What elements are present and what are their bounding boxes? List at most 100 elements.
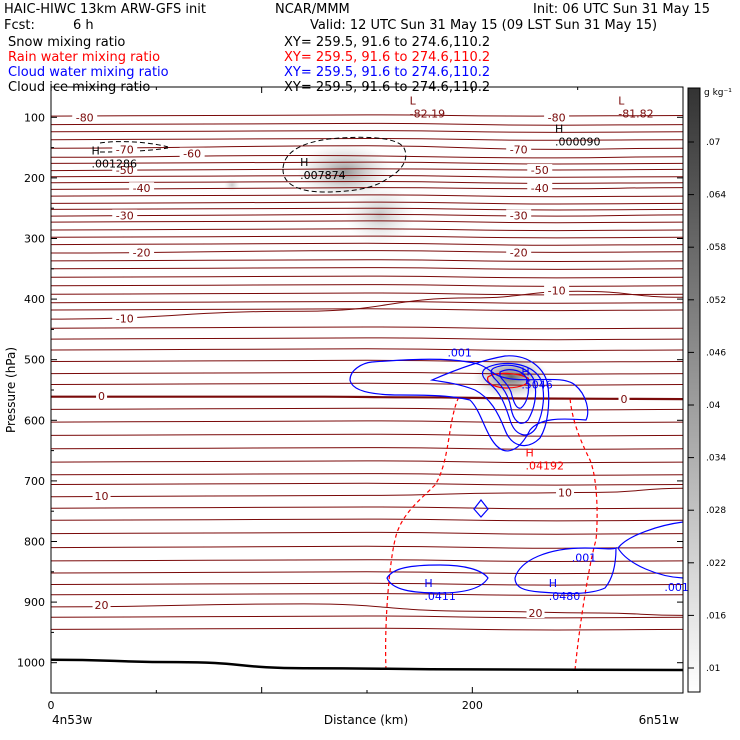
cloud-water-contour-label: .001 bbox=[664, 581, 689, 594]
cloud-water-extremum-value: .0411 bbox=[424, 590, 456, 603]
isotherm-line-labeled bbox=[51, 603, 683, 616]
isotherm-label-bg bbox=[544, 284, 570, 296]
isotherm-line bbox=[51, 571, 683, 575]
extremum-marker: H bbox=[555, 122, 563, 135]
cloud-water-extremum-marker: H bbox=[424, 577, 432, 590]
isotherm-label-bg bbox=[112, 164, 138, 176]
isotherm-line bbox=[51, 506, 683, 510]
cloud-water-contour-5 bbox=[499, 369, 530, 409]
cloud-water-contour-3 bbox=[481, 362, 545, 436]
colorbar-tick-label: .064 bbox=[706, 191, 726, 201]
snow-shading-upper bbox=[297, 144, 393, 200]
endpoint-left-label: 4n53w bbox=[52, 713, 93, 727]
isotherm-line bbox=[51, 259, 683, 263]
field-xy-rain: XY= 259.5, 91.6 to 274.6,110.2 bbox=[284, 50, 491, 65]
isotherm-line-labeled bbox=[51, 290, 683, 320]
snow-shading-tail bbox=[345, 185, 415, 245]
cloud-water-extremum-marker: H bbox=[521, 365, 529, 378]
isotherm-label: 0 bbox=[621, 393, 628, 406]
isotherm-label-bg bbox=[506, 209, 532, 221]
terrain-line bbox=[50, 658, 684, 672]
isotherm-line bbox=[51, 627, 683, 631]
isotherm-line bbox=[51, 300, 683, 304]
extremum-value: .001286 bbox=[92, 157, 138, 170]
isotherm-line bbox=[51, 433, 683, 437]
field-name-snow: Snow mixing ratio bbox=[8, 35, 126, 50]
isotherm-line bbox=[51, 235, 683, 239]
isotherm-line bbox=[51, 420, 683, 424]
isotherm-line bbox=[51, 371, 683, 375]
y-tick-label: 1000 bbox=[17, 657, 45, 670]
isotherm-layer bbox=[51, 114, 683, 631]
isotherm-line bbox=[51, 174, 683, 178]
model-title: HAIC-HIWC 13km ARW-GFS init bbox=[4, 2, 206, 17]
snow-shading-fleck bbox=[224, 179, 240, 191]
init-time: Init: 06 UTC Sun 31 May 15 bbox=[533, 2, 710, 17]
label-layer: -80 -80 -70 -70 -60 -50 -50 -40 -40 -30 -30 -20 -20 -… bbox=[72, 95, 689, 620]
isotherm-label-bg bbox=[112, 312, 138, 324]
isotherm-line bbox=[51, 348, 683, 352]
colorbar-tick-label: .046 bbox=[706, 348, 726, 358]
isotherm-label-bg bbox=[506, 246, 532, 258]
cloud-water-contour-edge bbox=[617, 521, 684, 579]
isotherm-label: 20 bbox=[529, 607, 543, 620]
y-tick-label: 600 bbox=[24, 414, 45, 427]
isotherm-label: -10 bbox=[548, 285, 566, 298]
cloud-water-contour-label: .001 bbox=[572, 551, 597, 564]
isotherm-label: -20 bbox=[133, 246, 151, 259]
isotherm-line bbox=[51, 242, 683, 246]
isotherm-label: -80 bbox=[76, 111, 94, 124]
isotherm-line bbox=[51, 220, 683, 224]
isotherm-line bbox=[51, 180, 683, 184]
isotherm-label: -10 bbox=[116, 312, 134, 325]
x-tick-label: 0 bbox=[48, 699, 55, 712]
colorbar-unit: g kg⁻¹ bbox=[704, 88, 732, 98]
cloud-ice-contour bbox=[282, 136, 407, 193]
cloud-water-contour-4 bbox=[490, 364, 537, 424]
rain-water-contour bbox=[385, 394, 598, 671]
isotherm-label-bg bbox=[506, 143, 532, 155]
isotherm-line bbox=[51, 267, 683, 270]
isotherm-label-bg bbox=[72, 111, 98, 123]
isotherm-label-bg bbox=[179, 147, 205, 159]
isotherm-label: 20 bbox=[95, 599, 109, 612]
rain-extremum-marker: H bbox=[526, 447, 534, 460]
isotherm-label: -30 bbox=[510, 209, 528, 222]
cloud-water-extremum-marker: H bbox=[549, 577, 557, 590]
colorbar-tick-label: .034 bbox=[706, 454, 726, 464]
isotherm-label-bg bbox=[129, 246, 155, 258]
isotherm-line bbox=[51, 284, 683, 287]
extremum-value: -82.19 bbox=[410, 108, 445, 121]
isotherm-line-labeled bbox=[51, 395, 683, 401]
y-axis-label: Pressure (hPa) bbox=[4, 347, 18, 433]
cloud-water-diamond bbox=[473, 499, 489, 518]
isotherm-line bbox=[51, 447, 683, 450]
field-xy-snow: XY= 259.5, 91.6 to 274.6,110.2 bbox=[284, 35, 491, 50]
isotherm-label-bg bbox=[527, 164, 553, 176]
isotherm-line-labeled bbox=[51, 145, 683, 150]
field-xy-cloud-water: XY= 259.5, 91.6 to 274.6,110.2 bbox=[284, 65, 491, 80]
x-axis-label: Distance (km) bbox=[324, 713, 408, 727]
isotherm-line bbox=[51, 201, 683, 205]
isotherm-line bbox=[51, 559, 683, 563]
isotherm-line bbox=[51, 308, 683, 312]
isotherm-line bbox=[51, 460, 683, 464]
cloud-water-contour-outer bbox=[349, 358, 589, 452]
isotherm-label-bg bbox=[92, 490, 111, 502]
isotherm-line bbox=[51, 382, 683, 386]
y-tick-label: 400 bbox=[24, 293, 45, 306]
y-tick-label: 100 bbox=[24, 111, 45, 124]
colorbar bbox=[687, 87, 701, 693]
isotherm-line bbox=[51, 207, 683, 211]
isotherm-line bbox=[51, 137, 683, 141]
isotherm-line bbox=[51, 122, 683, 126]
isotherm-line bbox=[51, 194, 683, 198]
fcst-value: 6 h bbox=[73, 18, 94, 33]
colorbar-tick-label: .058 bbox=[706, 243, 726, 253]
extremum-value: .000090 bbox=[555, 135, 601, 148]
isotherm-label-bg bbox=[527, 182, 553, 194]
isotherm-label: -50 bbox=[531, 164, 549, 177]
isotherm-label-bg bbox=[556, 486, 575, 498]
rain-extremum-value: .04192 bbox=[526, 460, 565, 473]
